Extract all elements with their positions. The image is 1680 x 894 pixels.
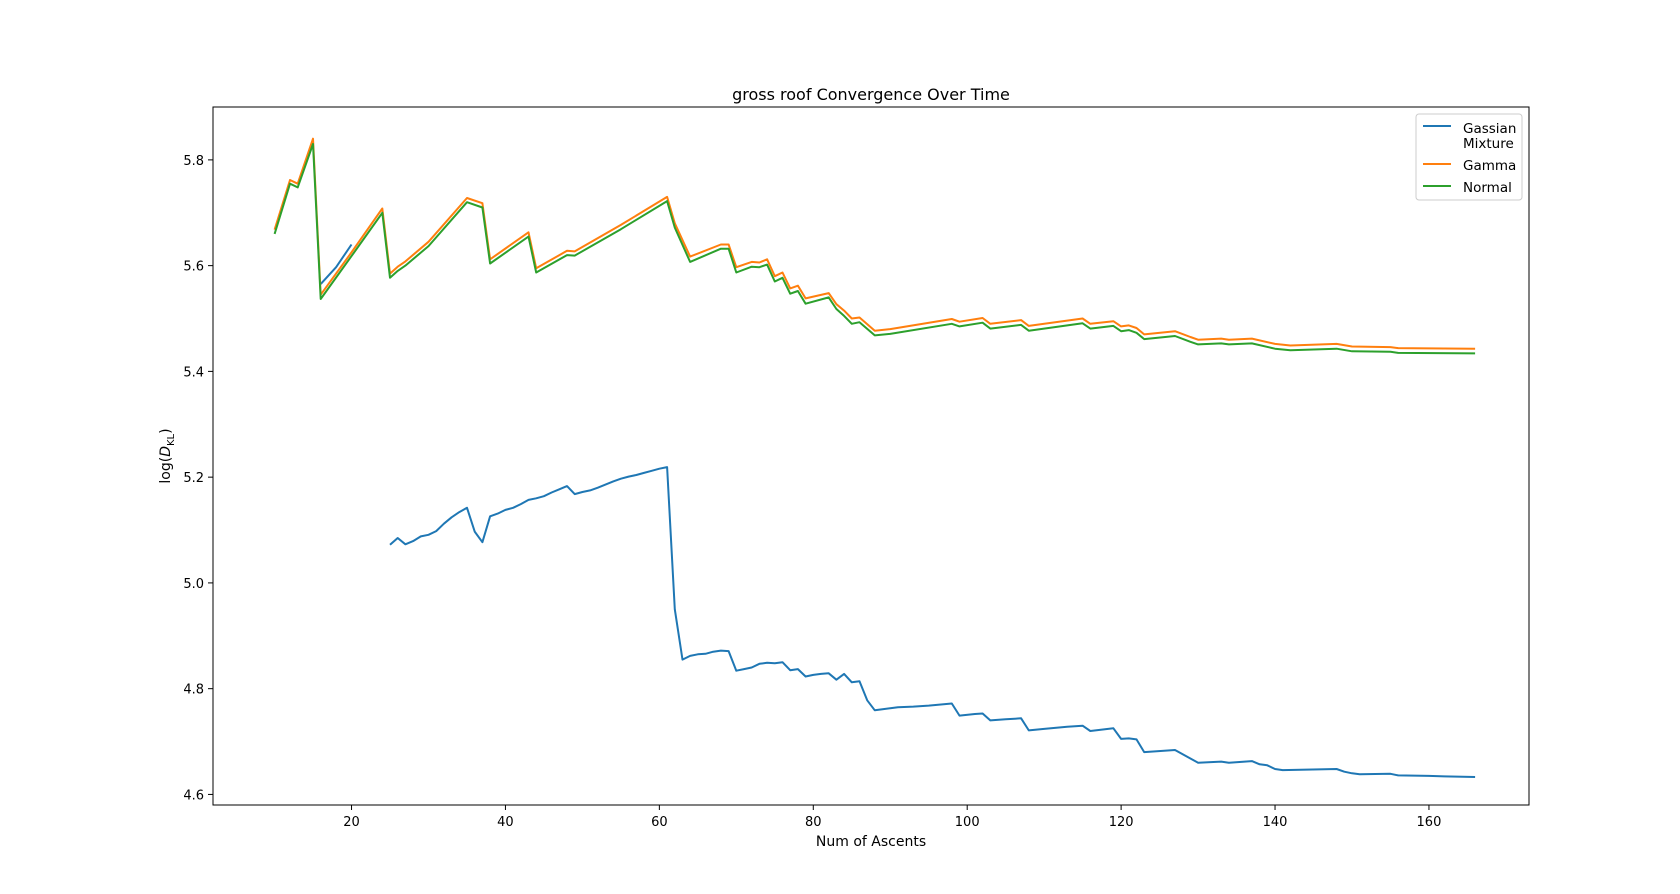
legend-label-1: Gamma bbox=[1463, 158, 1516, 174]
x-tick-label: 40 bbox=[497, 815, 514, 830]
legend-label-0: Gassian bbox=[1463, 121, 1516, 137]
series-line-2-segment-0 bbox=[273, 143, 1476, 355]
legend-box bbox=[1415, 113, 1523, 201]
series-line-1-segment-0 bbox=[273, 137, 1476, 350]
x-tick-label: 140 bbox=[1263, 815, 1288, 830]
y-tick-label: 5.8 bbox=[183, 154, 204, 169]
series-line-0-segment-0 bbox=[319, 243, 353, 285]
y-tick-label: 4.6 bbox=[183, 788, 204, 803]
y-tick-label: 5.2 bbox=[183, 471, 204, 486]
series-line-0-segment-1 bbox=[389, 466, 1476, 778]
y-axis-label: log(DKL) bbox=[158, 428, 177, 483]
x-tick-label: 100 bbox=[955, 815, 980, 830]
y-tick-label: 5.4 bbox=[183, 365, 204, 380]
x-axis-label: Num of Ascents bbox=[816, 834, 926, 850]
y-axis: 4.6 4.8 5.0 5.2 5.4 5.6 5.8 bbox=[183, 154, 213, 803]
legend-label-2: Normal bbox=[1463, 180, 1512, 196]
series-layer bbox=[273, 137, 1476, 778]
x-axis: 20 40 60 80 100 120 140 160 bbox=[343, 805, 1441, 830]
y-tick-label: 5.6 bbox=[183, 260, 204, 275]
y-tick-label: 5.0 bbox=[183, 577, 204, 592]
chart-title: gross roof Convergence Over Time bbox=[732, 85, 1010, 104]
plot-frame bbox=[212, 106, 1530, 806]
x-tick-label: 20 bbox=[343, 815, 360, 830]
x-tick-label: 120 bbox=[1109, 815, 1134, 830]
legend-label-0: Mixture bbox=[1463, 136, 1514, 152]
x-tick-label: 80 bbox=[805, 815, 822, 830]
x-tick-label: 160 bbox=[1417, 815, 1442, 830]
y-tick-label: 4.8 bbox=[183, 683, 204, 698]
x-tick-label: 60 bbox=[651, 815, 668, 830]
